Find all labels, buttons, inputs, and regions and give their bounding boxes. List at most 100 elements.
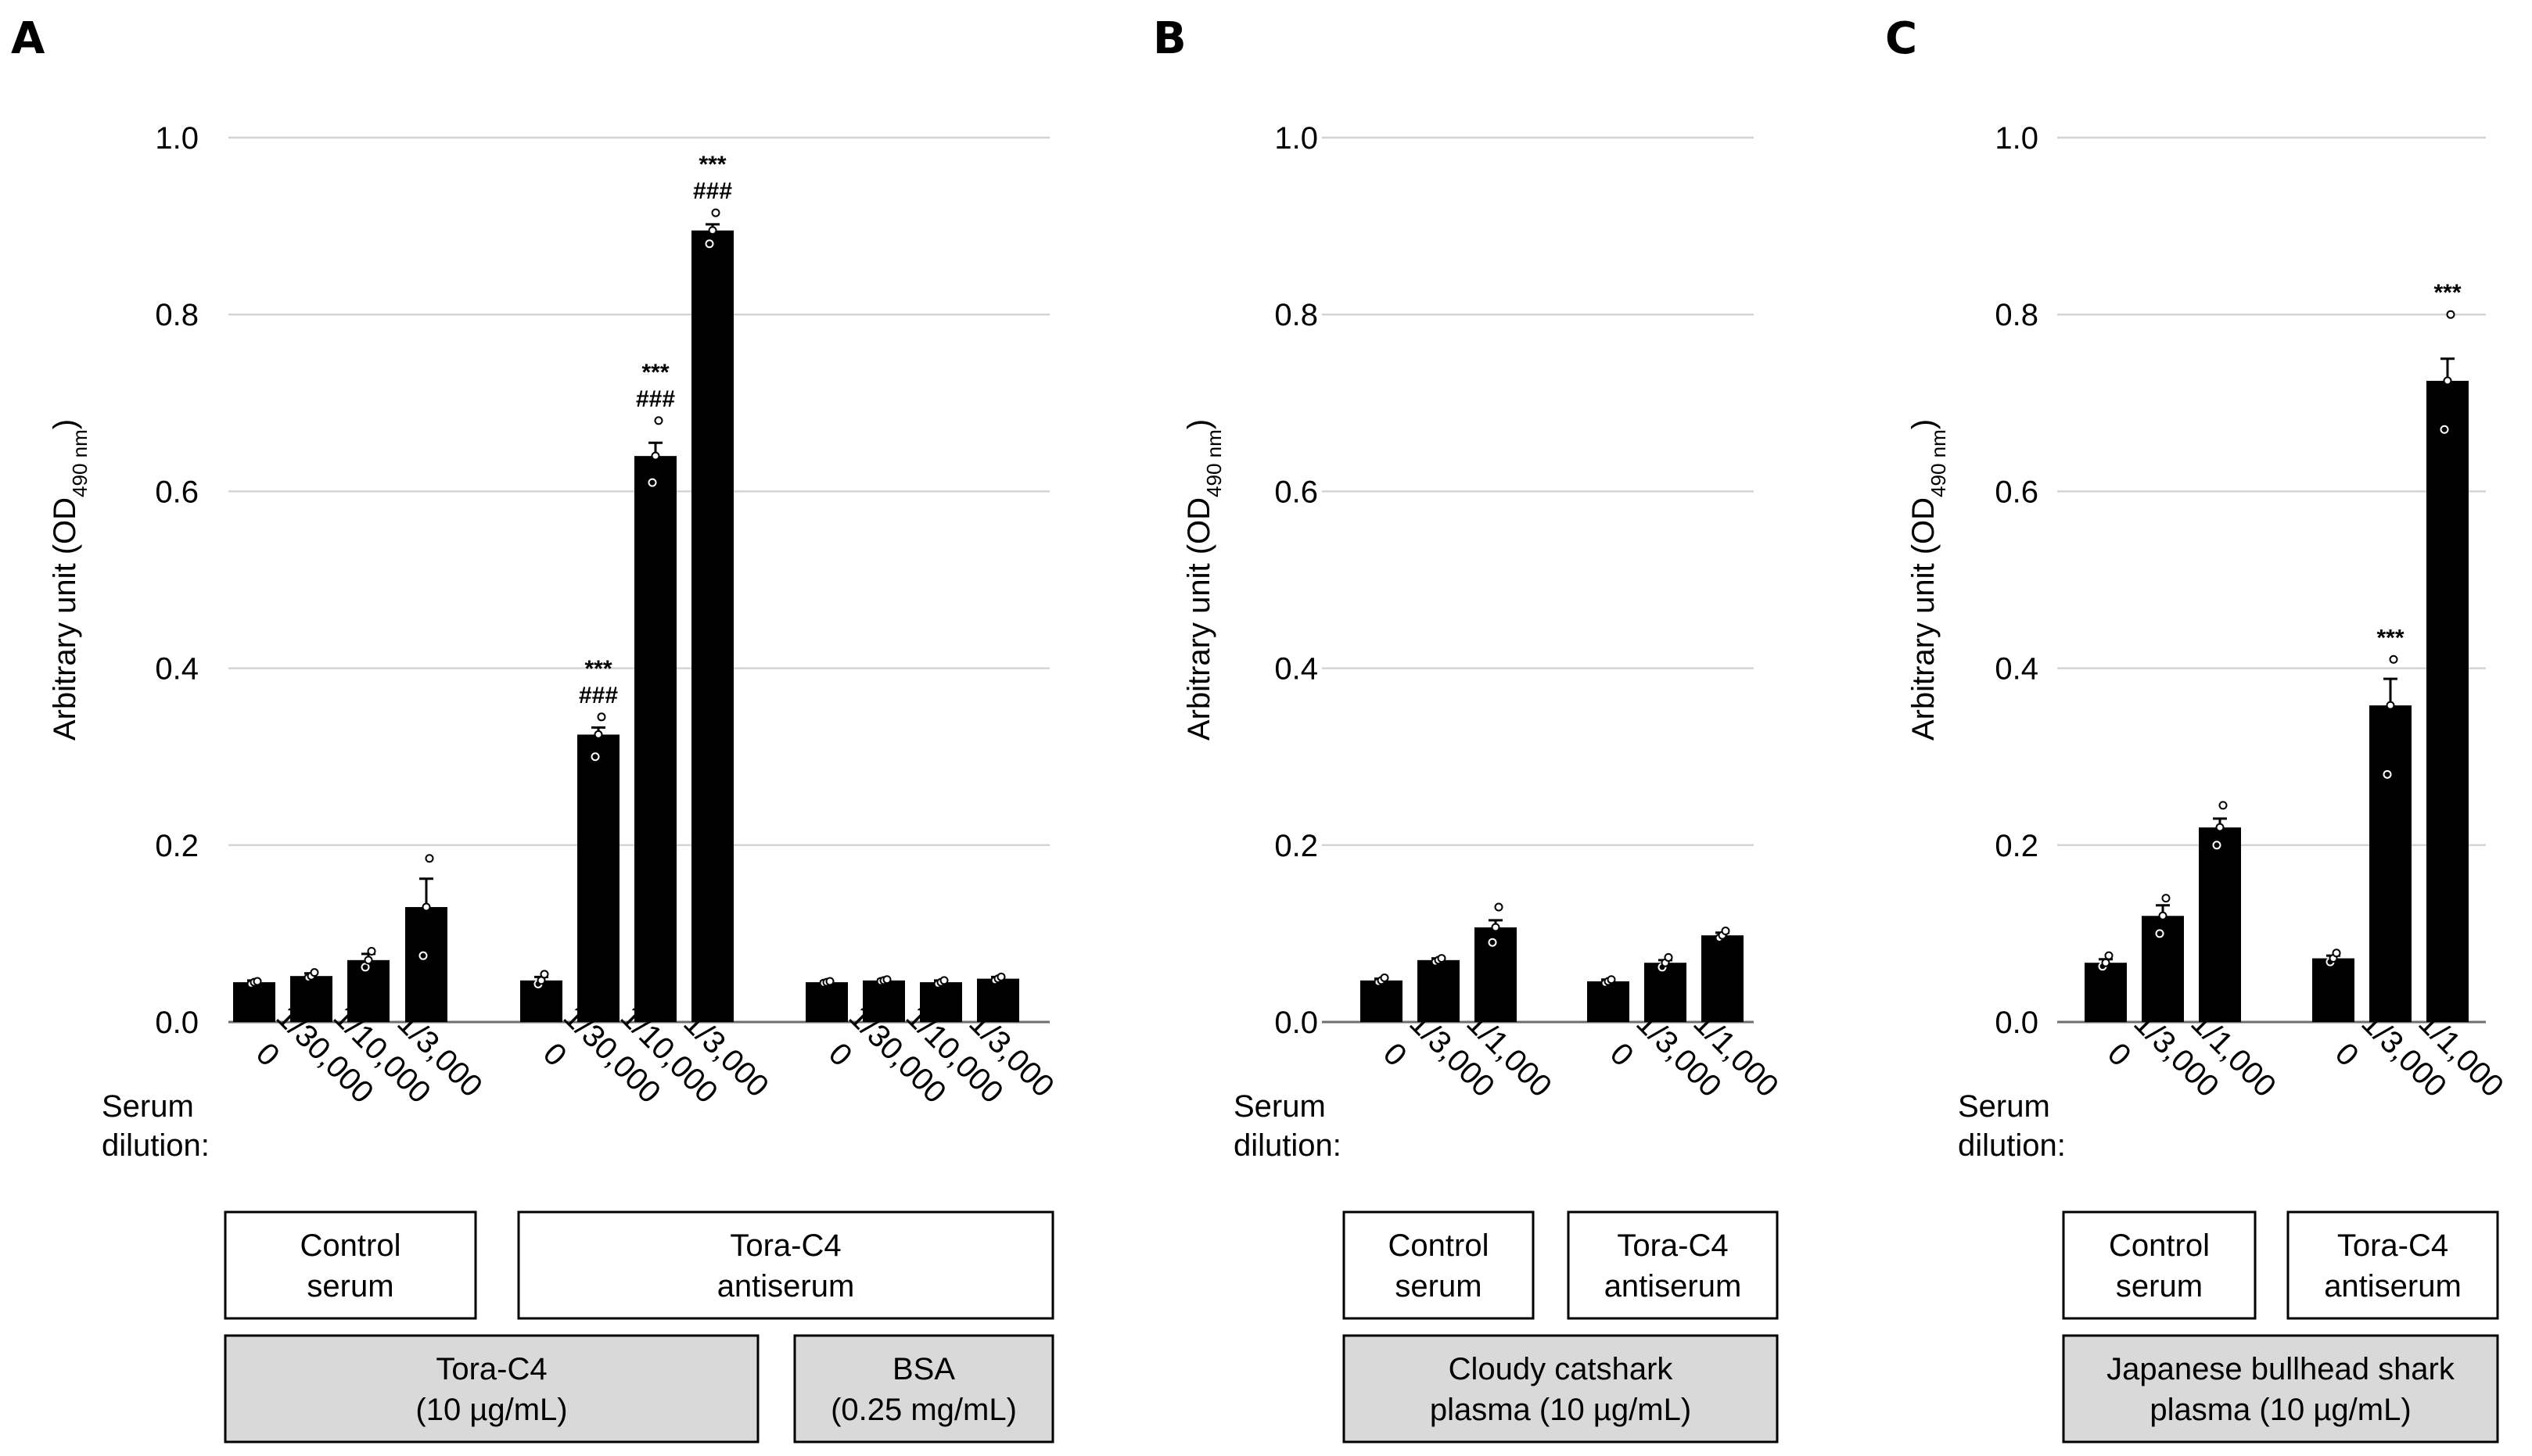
data-point xyxy=(364,956,373,965)
y-axis-label-close: ) xyxy=(1906,419,1941,429)
data-point xyxy=(2215,823,2225,832)
antigen-box-label: (0.25 mg/mL) xyxy=(831,1393,1017,1427)
antigen-box-label: (10 µg/mL) xyxy=(415,1393,567,1427)
y-tick-label: 0.4 xyxy=(1995,652,2038,687)
data-point xyxy=(361,963,370,972)
antigen-box xyxy=(1342,1334,1779,1443)
y-axis-label-subscript: 490 nm xyxy=(1202,429,1226,497)
data-point xyxy=(253,977,262,986)
data-point xyxy=(2212,841,2221,850)
y-axis-label-main: Arbitrary unit (OD xyxy=(48,497,82,741)
y-axis-label-close: ) xyxy=(1182,419,1216,429)
x-tick-label: 0 xyxy=(250,1036,286,1073)
data-point xyxy=(882,975,892,984)
y-tick-label: 0.4 xyxy=(1274,652,1318,687)
x-tick-label: 0 xyxy=(2329,1036,2365,1073)
serum-box-label: Control xyxy=(1388,1228,1489,1263)
x-tick-label: 0 xyxy=(537,1036,573,1073)
serum-box xyxy=(1342,1210,1535,1320)
data-point xyxy=(1488,938,1497,947)
data-point xyxy=(651,451,660,461)
y-axis-label: Arbitrary unit (OD490 nm) xyxy=(48,419,92,741)
bar xyxy=(2426,381,2469,1022)
serum-box-label: Control xyxy=(2109,1228,2210,1263)
antigen-box xyxy=(224,1334,760,1443)
serum-box xyxy=(224,1210,477,1320)
significance-mark: *** xyxy=(2376,625,2404,651)
y-tick-label: 1.0 xyxy=(155,121,199,156)
data-point xyxy=(1721,927,1730,936)
serum-box-label: antiserum xyxy=(1604,1269,1742,1304)
data-point xyxy=(825,977,835,986)
y-tick-label: 0.8 xyxy=(155,298,199,332)
bar xyxy=(290,976,332,1022)
serum-dilution-label-line1: Serum xyxy=(102,1089,194,1124)
bar xyxy=(920,982,962,1022)
serum-box-label: Tora-C4 xyxy=(730,1228,841,1263)
bar xyxy=(1587,981,1629,1022)
data-point xyxy=(1491,923,1500,932)
y-axis-label-main: Arbitrary unit (OD xyxy=(1182,497,1216,741)
y-tick-label: 0.2 xyxy=(1274,829,1318,863)
y-tick-label: 1.0 xyxy=(1274,121,1318,156)
data-point xyxy=(310,968,319,977)
antigen-box xyxy=(2062,1334,2499,1443)
data-point xyxy=(2332,949,2341,958)
significance-mark: ### xyxy=(579,683,618,708)
data-point xyxy=(2104,951,2114,960)
data-point xyxy=(1437,954,1446,963)
y-tick-label: 0.0 xyxy=(1995,1006,2038,1040)
data-point xyxy=(425,854,434,863)
y-tick-label: 0.2 xyxy=(1995,829,2038,863)
data-point xyxy=(2443,376,2452,386)
serum-box-label: serum xyxy=(307,1269,393,1304)
data-point xyxy=(2386,701,2395,710)
data-point xyxy=(939,976,949,985)
serum-box-label: serum xyxy=(2116,1269,2203,1304)
y-axis-label-main: Arbitrary unit (OD xyxy=(1906,497,1941,741)
data-point xyxy=(540,970,549,979)
serum-box xyxy=(2286,1210,2499,1320)
data-point xyxy=(2218,801,2228,810)
bar xyxy=(520,980,562,1022)
y-tick-label: 0.0 xyxy=(155,1006,199,1040)
panel-b: B 0.0 0.2 0.4 0.6 0.8 1.0 Arbitrary unit (OD490… xyxy=(1153,13,1785,1443)
serum-box-label: Tora-C4 xyxy=(1617,1228,1728,1263)
y-tick-label: 0.4 xyxy=(155,652,199,687)
serum-dilution-label-line1: Serum xyxy=(1958,1089,2050,1124)
data-point xyxy=(1664,952,1673,962)
x-tick-label: 0 xyxy=(822,1036,859,1073)
bar xyxy=(1701,935,1744,1022)
significance-mark: *** xyxy=(699,152,726,178)
y-tick-label: 0.8 xyxy=(1995,298,2038,332)
significance-mark: ### xyxy=(693,178,732,204)
antigen-box-label: Cloudy catshark xyxy=(1449,1352,1674,1386)
data-point xyxy=(1380,973,1389,982)
panel-letter: B xyxy=(1153,13,1187,64)
x-tick-label: 0 xyxy=(1604,1036,1640,1073)
bar xyxy=(577,734,620,1022)
panel-c: C 0.0 0.2 0.4 0.6 0.8 1.0 Arbitrary unit (OD490… xyxy=(1885,13,2510,1443)
data-point xyxy=(2155,929,2164,938)
serum-box-label: antiserum xyxy=(717,1269,855,1304)
y-tick-label: 0.6 xyxy=(1274,475,1318,509)
significance-mark: *** xyxy=(641,360,669,386)
data-point xyxy=(997,972,1006,981)
serum-box-label: antiserum xyxy=(2324,1269,2462,1304)
data-point xyxy=(1494,902,1503,912)
data-point xyxy=(594,730,603,739)
significance-mark: *** xyxy=(584,656,612,682)
y-axis-label: Arbitrary unit (OD490 nm) xyxy=(1182,419,1226,741)
data-point xyxy=(705,239,714,249)
bar xyxy=(1644,963,1686,1022)
significance-mark: *** xyxy=(2433,280,2461,306)
y-axis-label: Arbitrary unit (OD490 nm) xyxy=(1906,419,1950,741)
y-tick-label: 0.8 xyxy=(1274,298,1318,332)
data-point xyxy=(418,951,428,960)
antigen-box-label: plasma (10 µg/mL) xyxy=(2150,1393,2411,1427)
serum-box-label: Tora-C4 xyxy=(2337,1228,2448,1263)
data-point xyxy=(708,226,717,235)
serum-box-label: serum xyxy=(1395,1269,1481,1304)
data-point xyxy=(591,752,600,762)
